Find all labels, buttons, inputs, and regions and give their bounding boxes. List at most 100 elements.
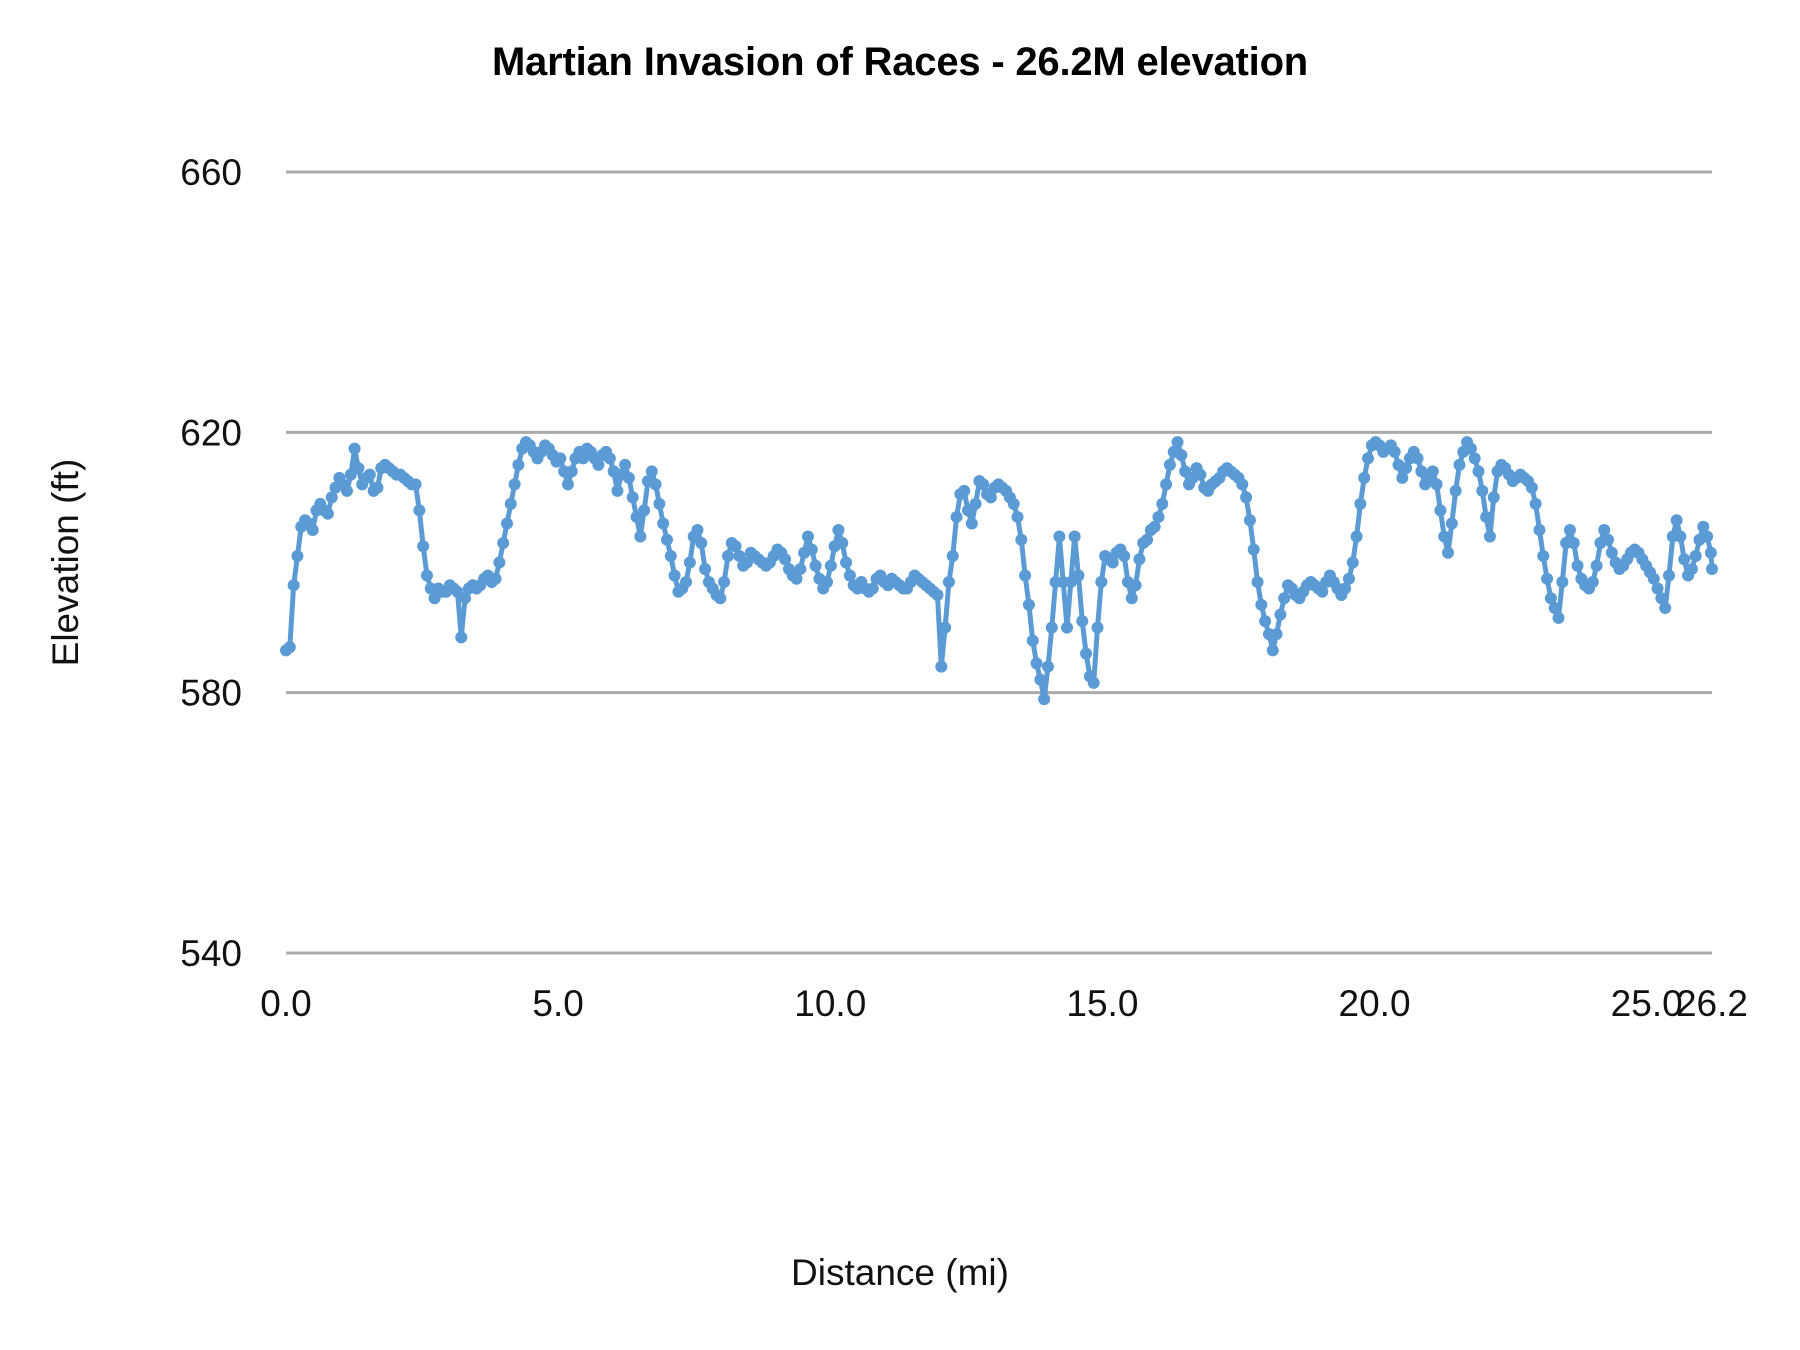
data-point-marker [1529,497,1542,510]
data-point-marker [504,497,517,510]
data-point-marker [1125,592,1138,605]
data-point-marker [500,517,513,530]
data-point-marker [1068,530,1081,543]
data-point-marker [699,563,712,576]
x-tick-label: 25.0 [1611,983,1683,1024]
data-point-marker [832,523,845,536]
data-point-marker [1678,553,1691,566]
data-point-marker [1163,458,1176,471]
y-axis-title: Elevation (ft) [45,459,86,667]
data-point-marker [1598,523,1611,536]
data-point-marker [1464,442,1477,455]
data-point-marker [634,530,647,543]
data-point-marker [843,569,856,582]
data-point-marker [931,589,944,602]
data-point-marker [1590,559,1603,572]
data-point-marker [1476,484,1489,497]
data-point-marker [718,576,731,589]
data-point-marker [1148,520,1161,533]
data-point-marker [1472,465,1485,478]
data-point-marker [1129,579,1142,592]
data-point-marker [409,478,422,491]
data-point-marker [1571,559,1584,572]
data-point-marker [1480,510,1493,523]
y-axis-tick-labels: 540 580 620 660 [180,152,242,974]
data-point-marker [1045,621,1058,634]
data-point-marker [958,484,971,497]
data-point-marker [824,559,837,572]
data-point-marker [1095,576,1108,589]
data-point-marker [1670,514,1683,527]
data-point-marker [1171,436,1184,449]
data-point-marker [592,458,605,471]
data-point-marker [1015,533,1028,546]
data-point-marker [1701,530,1714,543]
x-tick-label: 26.2 [1676,983,1748,1024]
data-point-marker [1706,563,1718,576]
data-point-marker [801,530,814,543]
data-point-marker [489,572,502,585]
data-point-marker [1453,458,1466,471]
data-point-marker [1080,647,1093,660]
data-point-marker [325,491,338,504]
data-point-marker [1605,546,1618,559]
data-point-marker [1548,602,1561,615]
data-point-marker [512,458,525,471]
data-point-marker [653,497,666,510]
y-tick-label: 540 [180,933,242,974]
data-point-marker [1468,452,1481,465]
data-point-marker [965,517,978,530]
data-point-marker [1152,510,1165,523]
data-point-marker [1118,549,1131,562]
data-point-marker [417,540,430,553]
data-point-marker [721,549,734,562]
data-point-marker [1651,582,1664,595]
data-point-marker [729,540,742,553]
data-point-marker [1251,576,1264,589]
data-point-marker [1483,530,1496,543]
data-point-marker [1243,514,1256,527]
data-point-marker [1034,673,1047,686]
data-point-marker [340,484,353,497]
data-point-marker [1072,569,1085,582]
data-point-marker [1563,523,1576,536]
data-point-marker [1236,478,1249,491]
x-tick-label: 0.0 [260,983,311,1024]
data-point-marker [1487,491,1500,504]
data-point-marker [626,491,639,504]
data-point-marker [554,452,567,465]
data-point-marker [809,559,822,572]
data-point-marker [352,462,365,475]
data-point-marker [1342,572,1355,585]
data-point-marker [1266,644,1279,657]
y-tick-label: 620 [180,412,242,453]
data-point-marker [363,468,376,481]
data-point-marker [1091,621,1104,634]
data-point-marker [1533,523,1546,536]
data-point-marker [977,478,990,491]
x-tick-label: 5.0 [532,983,583,1024]
data-point-marker [790,572,803,585]
data-point-marker [1541,572,1554,585]
data-point-marker [1362,452,1375,465]
data-point-marker [283,641,296,654]
chart-title: Martian Invasion of Races - 26.2M elevat… [491,40,1309,84]
data-point-marker [1346,556,1359,569]
x-tick-label: 15.0 [1066,983,1138,1024]
data-point-marker [1194,468,1207,481]
data-point-marker [657,517,670,530]
y-tick-label: 580 [180,673,242,714]
data-point-marker [565,465,578,478]
data-point-marker [1278,592,1291,605]
data-point-marker [1026,634,1039,647]
data-point-marker [935,660,948,673]
data-point-marker [1270,628,1283,641]
data-point-marker [1685,563,1698,576]
data-point-marker [1396,471,1409,484]
data-point-marker [1556,576,1569,589]
data-point-marker [348,442,361,455]
data-point-marker [1087,676,1100,689]
y-tick-label: 660 [180,152,242,193]
data-point-marker [321,507,334,520]
